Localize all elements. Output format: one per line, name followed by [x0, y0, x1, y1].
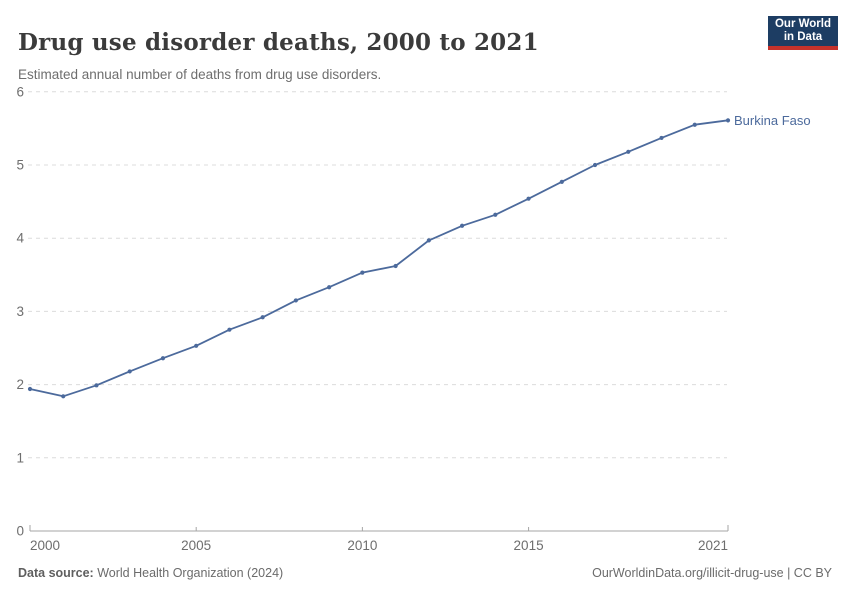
data-point-2007[interactable] [260, 315, 265, 320]
data-point-2014[interactable] [493, 212, 498, 217]
x-tick-label-2021: 2021 [698, 538, 728, 553]
chart-title: Drug use disorder deaths, 2000 to 2021 [18, 29, 539, 57]
chart-subtitle: Estimated annual number of deaths from d… [18, 66, 382, 82]
data-point-2005[interactable] [194, 343, 199, 348]
data-point-2012[interactable] [426, 238, 431, 243]
data-source-label: Data source: [18, 566, 94, 580]
data-source-note: Data source: World Health Organization (… [18, 566, 283, 580]
owid-logo-line1: Our World [774, 18, 831, 30]
data-point-2010[interactable] [360, 270, 365, 275]
data-point-2018[interactable] [626, 149, 631, 154]
y-tick-label-6: 6 [16, 84, 24, 99]
data-point-2019[interactable] [659, 135, 664, 141]
data-point-2011[interactable] [393, 263, 398, 269]
data-point-2000[interactable] [27, 386, 33, 392]
x-tick-label-2015: 2015 [514, 538, 544, 553]
data-point-2017[interactable] [592, 162, 598, 168]
owid-logo[interactable]: Our World in Data [768, 16, 838, 50]
data-point-2006[interactable] [227, 327, 232, 332]
data-point-2013[interactable] [459, 223, 465, 228]
trend-line-burkina-faso[interactable] [29, 119, 729, 398]
y-tick-label-1: 1 [16, 450, 24, 465]
x-tick-label-2010: 2010 [347, 538, 377, 553]
data-point-2008[interactable] [293, 298, 299, 303]
line-chart-canvas[interactable]: 0 1 2 3 4 5 6 2000 2005 2010 2015 2021 Burkina Faso [0, 80, 850, 560]
x-tick-label-2000: 2000 [30, 538, 60, 553]
credit-link[interactable]: OurWorldinData.org/illicit-drug-use | CC… [592, 566, 832, 580]
data-point-2009[interactable] [327, 285, 332, 290]
data-source-value: World Health Organization (2024) [93, 566, 284, 580]
y-tick-label-4: 4 [16, 231, 24, 246]
chart-footer: Data source: World Health Organization (… [18, 566, 832, 580]
owid-logo-line2: in Data [783, 31, 823, 43]
data-point-2003[interactable] [127, 369, 132, 374]
data-point-2015[interactable] [526, 196, 531, 201]
y-tick-label-2: 2 [16, 377, 24, 392]
data-point-2004[interactable] [160, 356, 166, 361]
y-tick-label-3: 3 [16, 304, 24, 319]
y-tick-label-0: 0 [16, 524, 24, 539]
data-point-2001[interactable] [61, 394, 66, 399]
entity-label[interactable]: Burkina Faso [734, 113, 811, 128]
data-point-2020[interactable] [692, 122, 697, 127]
data-point-2016[interactable] [559, 179, 564, 184]
data-point-2021[interactable] [725, 118, 731, 123]
data-point-2002[interactable] [94, 383, 99, 388]
x-tick-label-2005: 2005 [181, 538, 211, 553]
y-tick-label-5: 5 [16, 158, 24, 173]
